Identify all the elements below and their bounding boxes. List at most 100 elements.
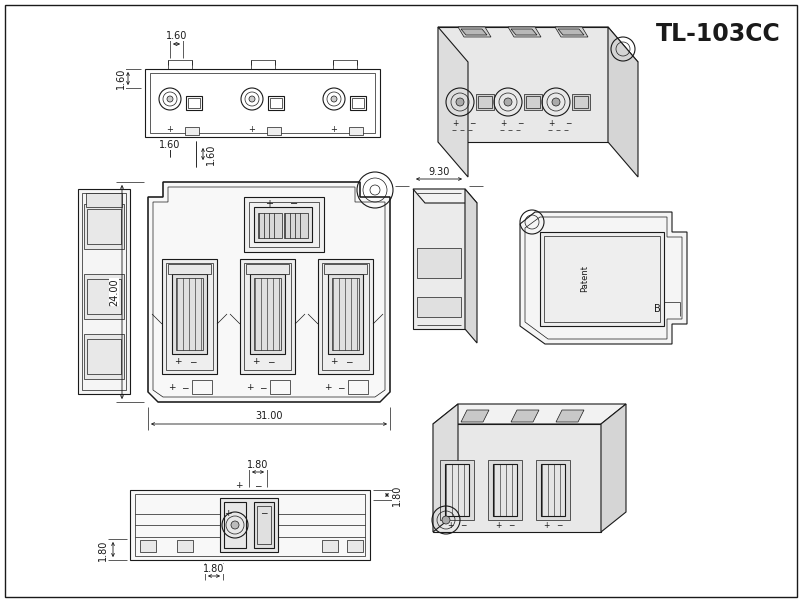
Text: +: + <box>253 358 260 367</box>
Text: +: + <box>543 521 549 530</box>
Text: −: − <box>273 125 280 134</box>
Text: +: + <box>330 125 338 134</box>
Text: +: + <box>495 521 501 530</box>
Circle shape <box>504 98 512 106</box>
Bar <box>78 189 130 394</box>
Bar <box>322 263 369 370</box>
Text: +: + <box>174 358 182 367</box>
Bar <box>270 380 290 394</box>
Polygon shape <box>461 29 487 35</box>
Text: −: − <box>259 383 267 393</box>
Bar <box>185 127 199 135</box>
Bar <box>87 339 121 374</box>
Bar <box>192 380 212 394</box>
Text: 31.00: 31.00 <box>255 411 283 421</box>
Bar <box>166 263 213 370</box>
Bar <box>267 127 281 135</box>
Polygon shape <box>511 410 539 422</box>
Bar <box>251 60 275 69</box>
Bar <box>352 98 364 108</box>
Bar <box>574 96 588 108</box>
Text: 1.60: 1.60 <box>160 140 180 150</box>
Text: +: + <box>246 383 253 393</box>
Bar <box>250 274 285 354</box>
Bar <box>324 264 367 274</box>
Polygon shape <box>433 424 601 532</box>
Polygon shape <box>508 27 541 37</box>
Text: −: − <box>508 521 514 530</box>
Text: +: + <box>452 120 458 128</box>
Bar <box>333 60 357 69</box>
Bar <box>257 506 271 544</box>
Text: 9.30: 9.30 <box>428 167 450 177</box>
Bar <box>268 96 284 110</box>
Text: −: − <box>345 358 353 367</box>
Polygon shape <box>438 27 608 142</box>
Bar <box>478 96 492 108</box>
Bar <box>176 278 203 350</box>
Text: +: + <box>324 383 332 393</box>
Text: +: + <box>167 125 173 134</box>
Text: 24.00: 24.00 <box>109 278 119 306</box>
Text: −: − <box>565 120 571 128</box>
Text: +: + <box>500 120 506 128</box>
Bar <box>87 279 121 314</box>
Text: +: + <box>447 521 453 530</box>
Bar <box>162 259 217 374</box>
Bar <box>572 94 590 110</box>
Bar <box>188 98 200 108</box>
Bar <box>145 69 380 137</box>
Polygon shape <box>433 404 458 532</box>
Circle shape <box>249 96 255 102</box>
Text: TL-103CC: TL-103CC <box>655 22 780 46</box>
Text: −: − <box>290 199 298 209</box>
Text: +: + <box>225 509 232 518</box>
Bar <box>270 98 282 108</box>
Text: +: + <box>330 358 338 367</box>
Bar <box>177 540 193 552</box>
Bar <box>240 259 295 374</box>
Polygon shape <box>461 410 489 422</box>
Bar <box>82 193 126 390</box>
Bar <box>417 297 461 317</box>
Bar <box>246 264 289 274</box>
Text: +: + <box>265 199 273 209</box>
Bar <box>526 96 540 108</box>
Bar <box>536 460 570 520</box>
Text: 1.80: 1.80 <box>98 539 108 560</box>
Polygon shape <box>465 189 477 343</box>
Bar <box>349 127 363 135</box>
Bar <box>244 197 324 252</box>
Bar <box>87 209 121 244</box>
Bar <box>318 259 373 374</box>
Text: +: + <box>235 482 242 491</box>
Bar <box>135 494 365 556</box>
Bar <box>322 540 338 552</box>
Text: −: − <box>189 358 196 367</box>
Text: −: − <box>181 383 188 393</box>
Text: −: − <box>516 120 523 128</box>
Bar <box>140 540 156 552</box>
Bar <box>150 73 375 133</box>
Polygon shape <box>555 27 588 37</box>
Bar <box>84 334 124 379</box>
Polygon shape <box>520 212 687 344</box>
Bar <box>445 464 469 516</box>
Text: −: − <box>254 482 262 491</box>
Text: B: B <box>654 304 660 314</box>
Text: −: − <box>267 358 275 367</box>
Text: −: − <box>556 521 562 530</box>
Circle shape <box>231 521 239 529</box>
Text: −: − <box>469 120 476 128</box>
Polygon shape <box>438 27 638 62</box>
Text: −: − <box>191 125 197 134</box>
Circle shape <box>167 96 173 102</box>
Bar <box>332 278 359 350</box>
Polygon shape <box>413 189 465 329</box>
Bar <box>186 96 202 110</box>
Circle shape <box>370 185 380 195</box>
Circle shape <box>442 516 450 524</box>
Text: +: + <box>168 383 176 393</box>
Bar <box>524 94 542 110</box>
Text: −: − <box>338 383 345 393</box>
